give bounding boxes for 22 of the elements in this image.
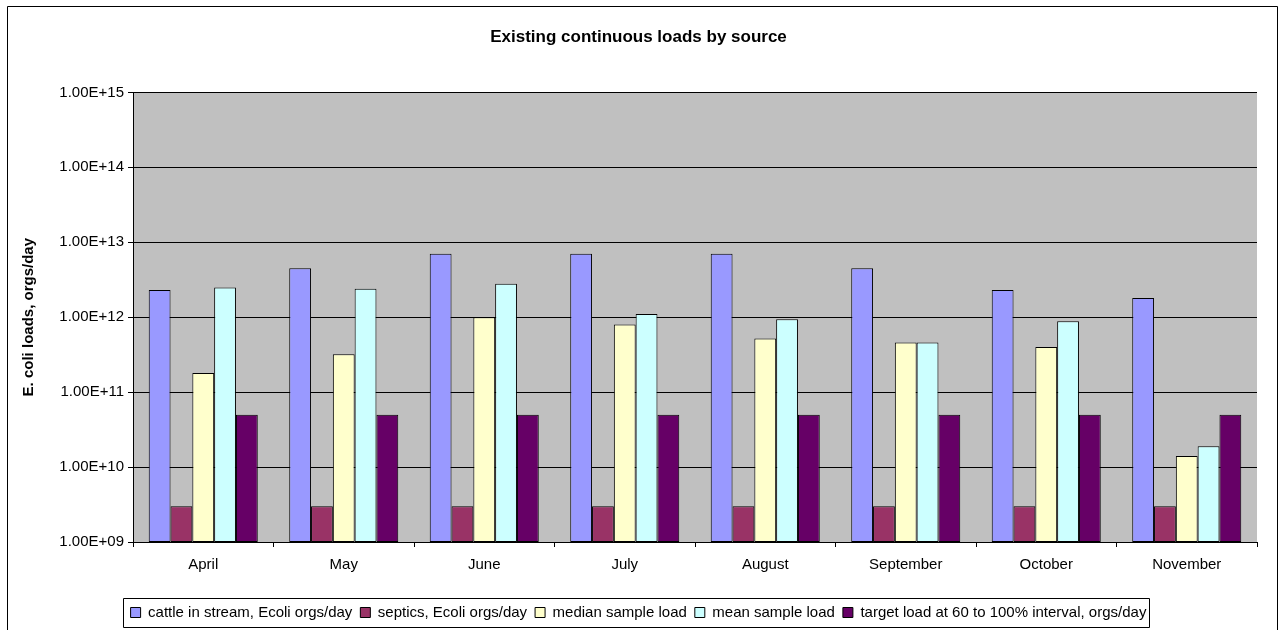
legend-label: septics, Ecoli orgs/day — [377, 602, 528, 620]
legend-label: median sample load — [552, 602, 687, 620]
y-tick-label: 1.00E+13 — [59, 232, 124, 250]
y-tick-label: 1.00E+15 — [59, 82, 124, 100]
chart-title: Existing continuous loads by source — [490, 26, 787, 46]
y-tick-label: 1.00E+09 — [59, 532, 124, 550]
x-tick-label: April — [188, 555, 219, 573]
y-tick-label: 1.00E+14 — [59, 157, 124, 175]
legend-label: mean sample load — [712, 602, 835, 620]
y-tick-label: 1.00E+10 — [59, 457, 124, 475]
y-tick-label: 1.00E+11 — [60, 382, 124, 400]
x-tick-label: June — [467, 555, 501, 573]
x-tick-label: May — [329, 555, 359, 573]
x-tick-label: November — [1152, 555, 1222, 573]
x-tick-label: October — [1019, 555, 1073, 573]
legend-label: target load at 60 to 100% interval, orgs/day — [860, 602, 1147, 620]
legend-label: cattle in stream, Ecoli orgs/day — [148, 602, 353, 620]
y-axis-title: E. coli loads, orgs/day — [19, 237, 37, 397]
y-tick-label: 1.00E+12 — [59, 307, 124, 325]
x-tick-label: July — [611, 555, 639, 573]
x-tick-label: September — [869, 555, 943, 573]
x-tick-label: August — [741, 555, 790, 573]
